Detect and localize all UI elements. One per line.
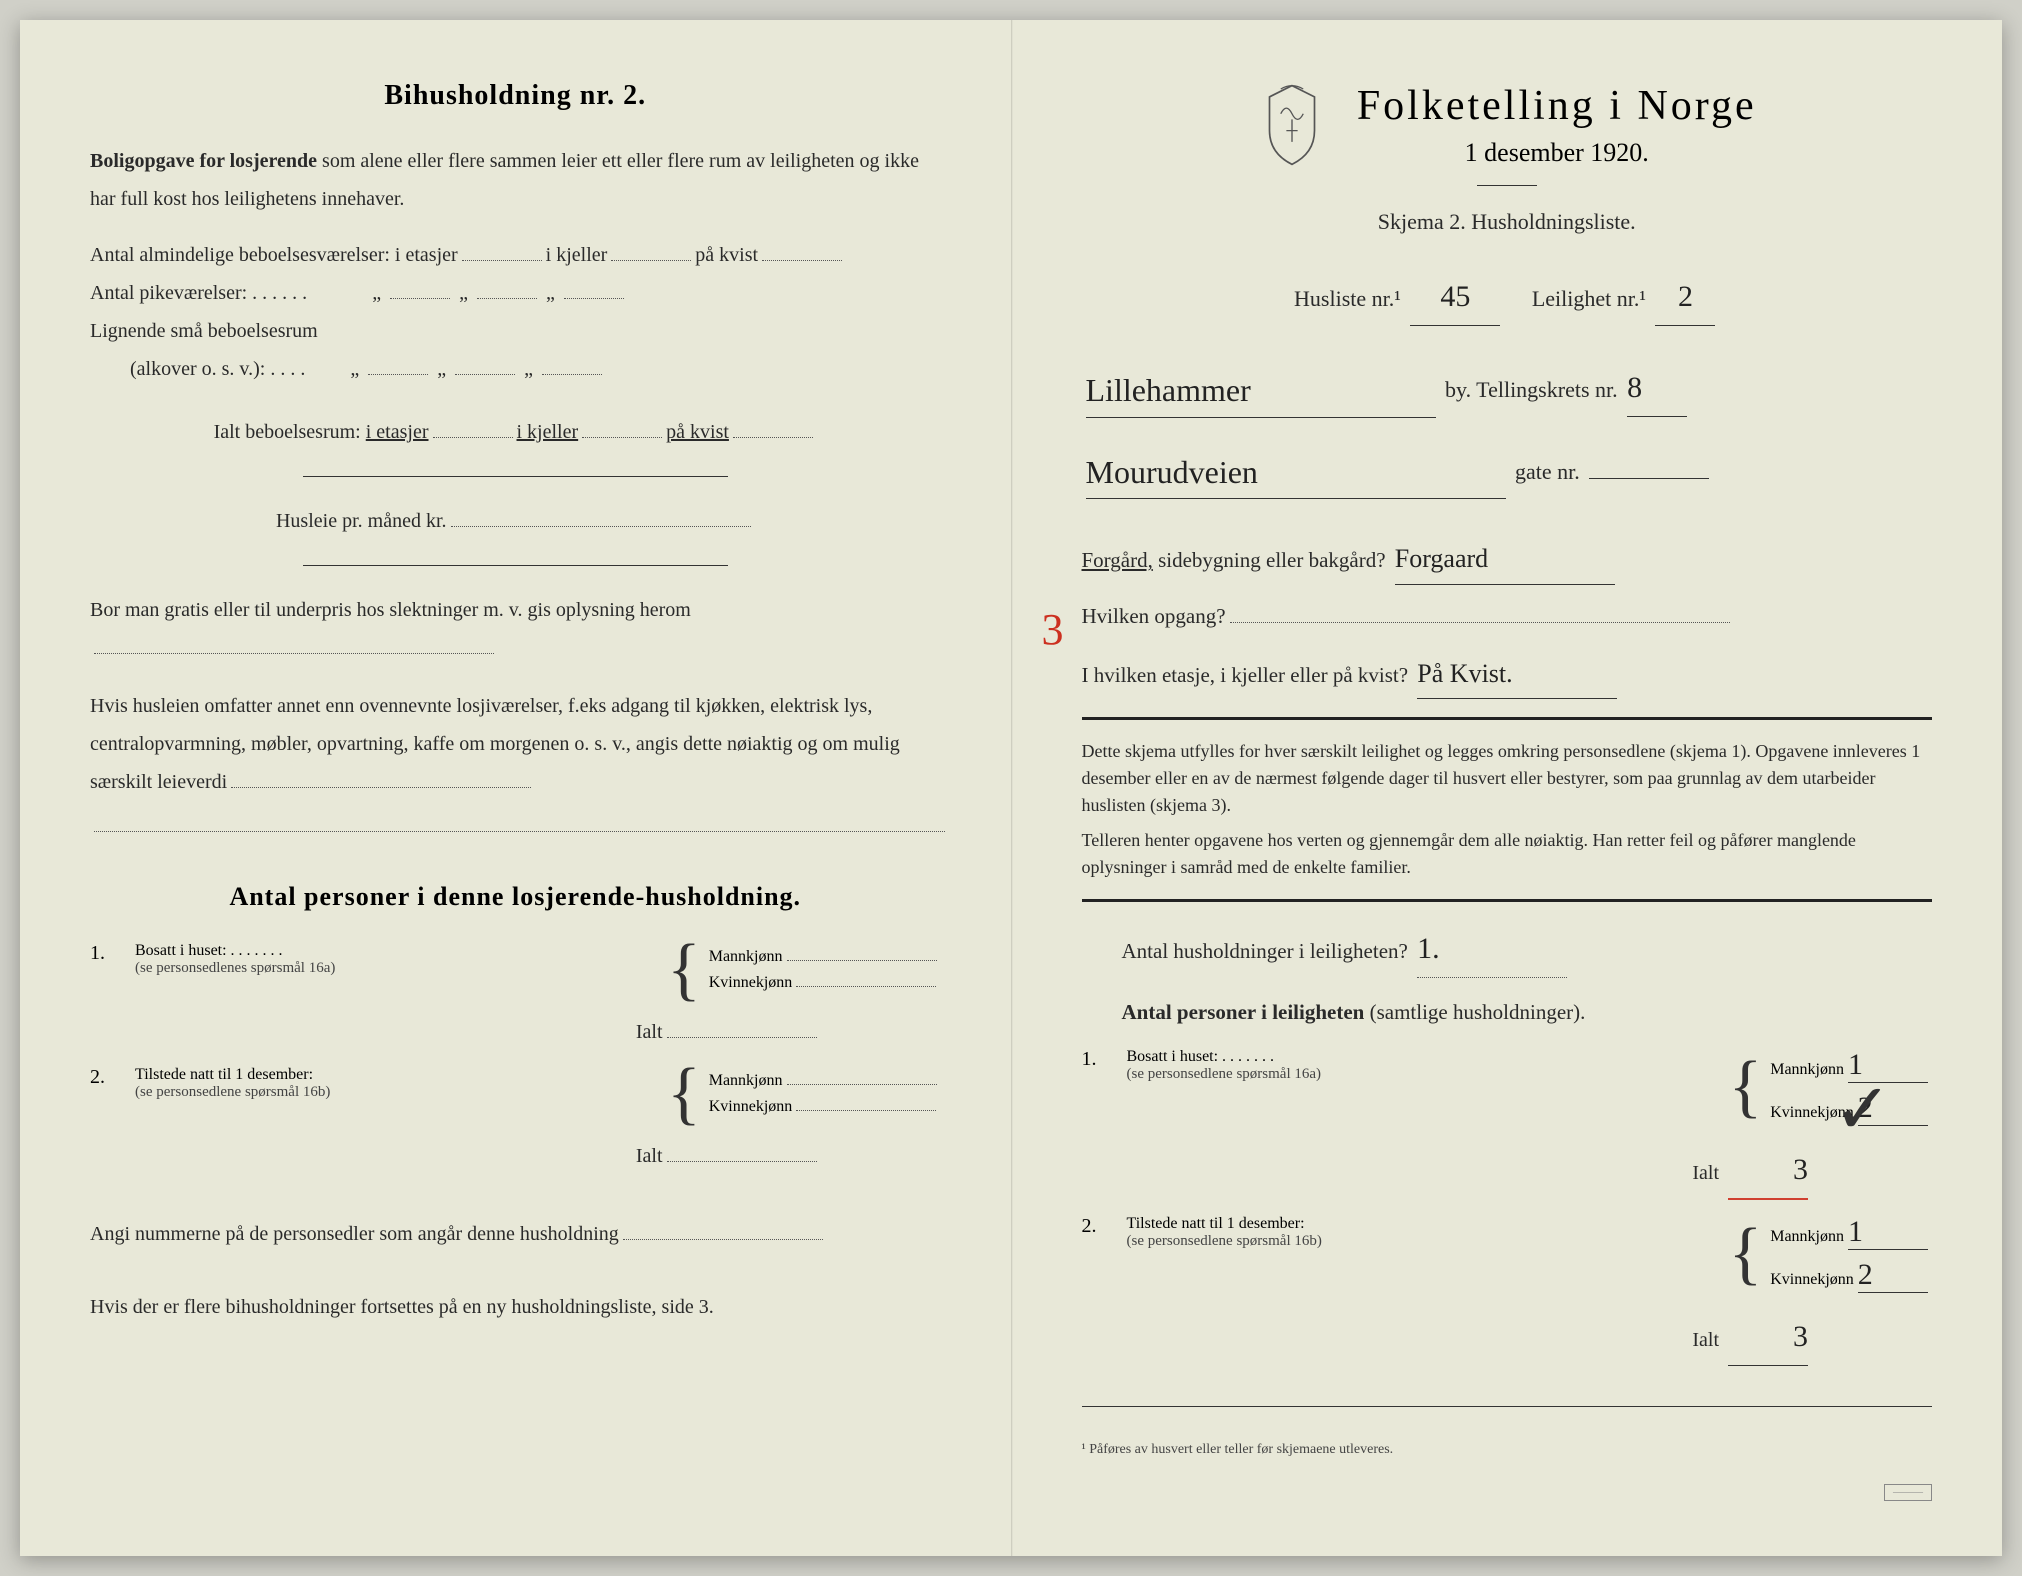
etasje-line: I hvilken etasje, i kjeller eller på kvi… [1082, 649, 1933, 699]
pike-line: Antal pikeværelser: . . . . . . „ „ „ [90, 274, 941, 312]
antal-hush-line: Antal husholdninger i leiligheten? 1. [1122, 920, 1933, 978]
by-line: Lillehammer by. Tellingskrets nr. 8 [1082, 356, 1933, 418]
divider [303, 476, 728, 477]
flere-text: Hvis der er flere bihusholdninger fortse… [90, 1288, 941, 1326]
field-kvist [762, 260, 842, 261]
krets-value: 8 [1627, 371, 1642, 404]
gate-line: Mourudveien gate nr. [1082, 438, 1933, 500]
heavy-rule-2 [1082, 899, 1933, 902]
ialt-rooms: Ialt beboelsesrum: i etasjeri kjellerpå … [90, 413, 941, 451]
document-spread: Bihusholdning nr. 2. Boligopgave for los… [20, 20, 2002, 1556]
header: Folketelling i Norge 1 desember 1920. Sk… [1082, 80, 1933, 243]
right-item-2: 2. Tilstede natt til 1 desember: (se per… [1082, 1215, 1933, 1293]
forgard-value: Forgaard [1395, 544, 1488, 573]
brace-icon: { [1729, 1226, 1763, 1282]
by-value: Lillehammer [1086, 360, 1251, 421]
red-margin-number: 3 [1042, 604, 1064, 655]
left-page: Bihusholdning nr. 2. Boligopgave for los… [20, 20, 1012, 1556]
tilstede-kvinne-value: 2 [1858, 1258, 1873, 1291]
leilighet-value: 2 [1678, 280, 1693, 313]
field-etasjer [462, 260, 542, 261]
tilstede-ialt-value: 3 [1793, 1320, 1808, 1353]
tilstede-mann-value: 1 [1848, 1215, 1863, 1248]
main-title: Folketelling i Norge [1357, 82, 1757, 130]
left-item-2: 2. Tilstede natt til 1 desember: (se per… [90, 1066, 941, 1122]
small-rooms-1: Lignende små beboelsesrum [90, 312, 941, 350]
small-rooms-2: (alkover o. s. v.): . . . . „ „ „ [90, 350, 941, 388]
left-item-1: 1. Bosatt i huset: . . . . . . . (se per… [90, 942, 941, 998]
divider2 [303, 565, 728, 566]
divider-bottom [1082, 1406, 1933, 1407]
heavy-rule [1082, 717, 1933, 720]
bosatt-ialt-value: 3 [1793, 1153, 1808, 1186]
section2-title: Antal personer i denne losjerende-hushol… [90, 882, 941, 912]
left-ialt-1: Ialt [90, 1013, 941, 1051]
skjema-label: Skjema 2. Husholdningsliste. [1082, 201, 1933, 243]
husliste-value: 45 [1440, 280, 1470, 313]
instructions-2: Telleren henter opgavene hos verten og g… [1082, 827, 1933, 881]
extra-text: Hvis husleien omfatter annet enn ovennev… [90, 687, 941, 801]
right-item-1: 1. Bosatt i huset: . . . . . . . (se per… [1082, 1048, 1933, 1126]
rule [1477, 185, 1537, 186]
census-date: 1 desember 1920. [1357, 138, 1757, 168]
forgard-line: Forgård, sidebygning eller bakgård? Forg… [1082, 534, 1933, 584]
intro-paragraph: Boligopgave for losjerende som alene ell… [90, 142, 941, 218]
brace-icon: { [1729, 1059, 1763, 1115]
tilstede-ialt: Ialt 3 [1082, 1308, 1933, 1366]
printer-stamp: ——— [1884, 1484, 1932, 1501]
brace-icon: { [667, 1066, 701, 1122]
instructions-1: Dette skjema utfylles for hver særskilt … [1082, 738, 1933, 819]
right-page: Folketelling i Norge 1 desember 1920. Sk… [1012, 20, 2003, 1556]
rent-line: Husleie pr. måned kr. [90, 502, 941, 540]
check-mark-icon: ✓ [1833, 1068, 1892, 1151]
antal-pers-title: Antal personer i leiligheten (samtlige h… [1122, 993, 1933, 1033]
coat-of-arms-icon [1257, 80, 1327, 170]
left-title: Bihusholdning nr. 2. [90, 80, 941, 112]
brace-icon: { [667, 942, 701, 998]
bosatt-ialt: Ialt 3 [1082, 1141, 1933, 1200]
intro-bold: Boligopgave for losjerende [90, 150, 317, 172]
footnote: ¹ Påføres av husvert eller teller før sk… [1082, 1437, 1933, 1464]
angi-text: Angi nummerne på de personsedler som ang… [90, 1215, 941, 1253]
opgang-line: Hvilken opgang? [1082, 597, 1933, 637]
antal-hush-value: 1. [1417, 932, 1440, 965]
etasje-value: På Kvist. [1417, 659, 1512, 688]
left-ialt-2: Ialt [90, 1137, 941, 1175]
gate-value: Mourudveien [1086, 442, 1258, 503]
rooms-line: Antal almindelige beboelsesværelser: i e… [90, 236, 941, 274]
field-kjeller [611, 260, 691, 261]
husliste-line: Husliste nr.¹ 45 Leilighet nr.¹ 2 [1082, 268, 1933, 326]
gratis-text: Bor man gratis eller til underpris hos s… [90, 591, 941, 667]
